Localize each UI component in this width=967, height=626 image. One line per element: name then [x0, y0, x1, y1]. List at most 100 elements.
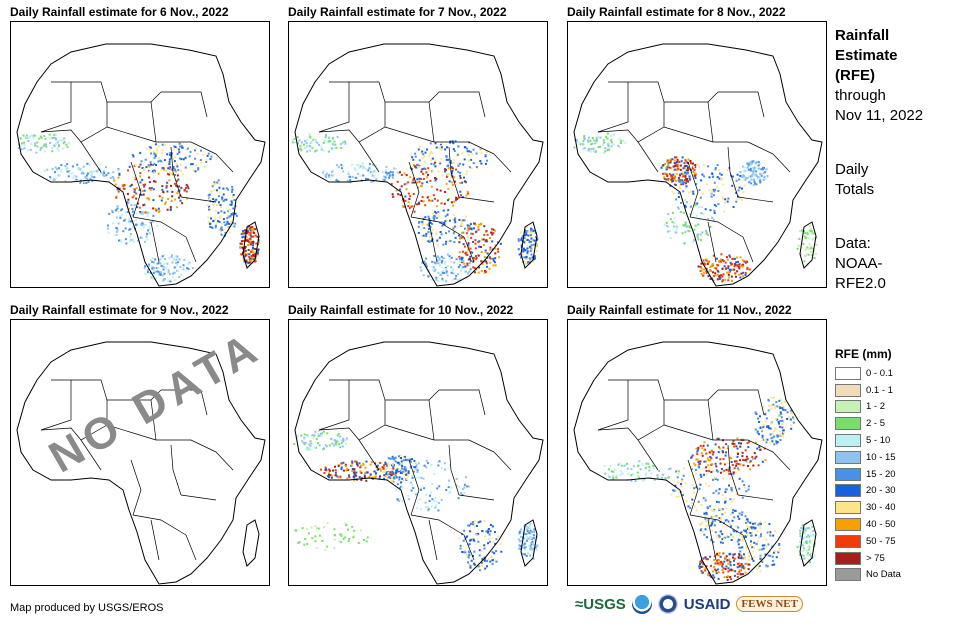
rain-pixel [738, 552, 741, 555]
rain-pixel [594, 150, 597, 153]
rain-pixel [772, 534, 775, 537]
rain-pixel [433, 197, 436, 200]
rain-pixel [686, 201, 688, 204]
rain-pixel [746, 525, 749, 528]
rain-pixel [252, 254, 255, 256]
rain-pixel [732, 498, 735, 501]
rain-pixel [138, 165, 141, 168]
rain-pixel [695, 469, 697, 471]
rain-pixel [778, 544, 781, 546]
rain-pixel [303, 443, 306, 446]
rain-pixel [714, 477, 717, 480]
rain-pixel [704, 258, 707, 261]
rain-pixel [752, 546, 755, 549]
rain-pixel [150, 152, 153, 155]
rain-pixel [691, 484, 694, 487]
rain-pixel [436, 487, 439, 490]
rain-pixel [452, 225, 455, 228]
rain-pixel [529, 524, 532, 527]
rain-pixel [212, 182, 215, 185]
rain-pixel [442, 243, 445, 246]
rain-pixel [776, 418, 779, 421]
rain-pixel [698, 561, 701, 564]
rain-pixel [161, 149, 164, 152]
rain-pixel [454, 221, 457, 224]
rain-pixel [369, 162, 371, 165]
rain-pixel [525, 526, 528, 529]
rain-pixel [737, 556, 740, 559]
rain-pixel [482, 556, 485, 559]
rain-pixel [535, 250, 538, 253]
rain-pixel [744, 521, 747, 524]
rain-pixel [352, 468, 355, 471]
rain-pixel [801, 536, 804, 539]
rain-pixel [706, 260, 709, 263]
rain-pixel [169, 206, 172, 209]
rain-pixel [479, 160, 482, 162]
rain-pixel [680, 201, 683, 204]
rain-pixel [746, 518, 749, 521]
rain-pixel [148, 146, 151, 149]
rain-pixel [450, 486, 453, 489]
rain-pixel [480, 270, 483, 272]
rain-pixel [384, 461, 387, 464]
rain-pixel [360, 464, 363, 467]
rain-pixel [663, 224, 666, 227]
rain-pixel [700, 267, 703, 270]
rain-pixel [810, 232, 813, 235]
rain-pixel [749, 460, 752, 463]
rain-pixel [682, 211, 685, 214]
rain-pixel [804, 541, 807, 544]
rain-pixel [671, 211, 674, 214]
rain-pixel [358, 166, 361, 169]
rain-pixel [705, 270, 708, 273]
rain-pixel [737, 265, 740, 268]
rain-pixel [173, 160, 176, 163]
rain-pixel [700, 561, 703, 564]
rain-pixel [135, 187, 138, 190]
rain-pixel [117, 176, 120, 179]
rain-pixel [168, 257, 171, 260]
rain-pixel [716, 568, 719, 571]
rain-pixel [810, 245, 813, 248]
rain-pixel [722, 451, 725, 454]
rain-pixel [205, 161, 208, 163]
rain-pixel [303, 433, 306, 436]
rain-pixel [521, 532, 524, 535]
rain-pixel [359, 175, 362, 178]
rain-pixel [482, 238, 485, 241]
rain-pixel [427, 169, 430, 172]
rain-pixel [764, 413, 767, 416]
rain-pixel [349, 175, 352, 178]
rain-pixel [136, 202, 139, 205]
rain-pixel [634, 480, 637, 482]
rain-pixel [148, 232, 151, 235]
rain-pixel [400, 185, 403, 188]
rain-pixel [396, 171, 399, 174]
rain-pixel [447, 209, 450, 212]
rain-pixel [721, 259, 724, 262]
rain-pixel [440, 145, 443, 148]
rain-pixel [333, 538, 336, 541]
rain-pixel [218, 220, 221, 223]
rain-pixel [610, 141, 613, 144]
rain-pixel [152, 272, 155, 275]
rain-pixel [418, 180, 421, 183]
rain-pixel [699, 460, 702, 463]
rain-pixel [421, 196, 424, 199]
rain-pixel [757, 548, 760, 551]
rain-pixel [621, 472, 624, 475]
rain-pixel [446, 146, 448, 149]
rain-pixel [392, 474, 395, 477]
rain-pixel [424, 161, 426, 164]
rain-pixel [97, 169, 99, 172]
rain-pixel [529, 232, 532, 235]
rain-pixel [40, 147, 43, 150]
rain-pixel [694, 505, 697, 508]
rain-pixel [653, 478, 656, 481]
rain-pixel [459, 176, 462, 179]
rain-pixel [518, 253, 521, 256]
rain-pixel [719, 458, 722, 461]
rain-pixel [371, 174, 374, 177]
rain-pixel [426, 176, 429, 179]
